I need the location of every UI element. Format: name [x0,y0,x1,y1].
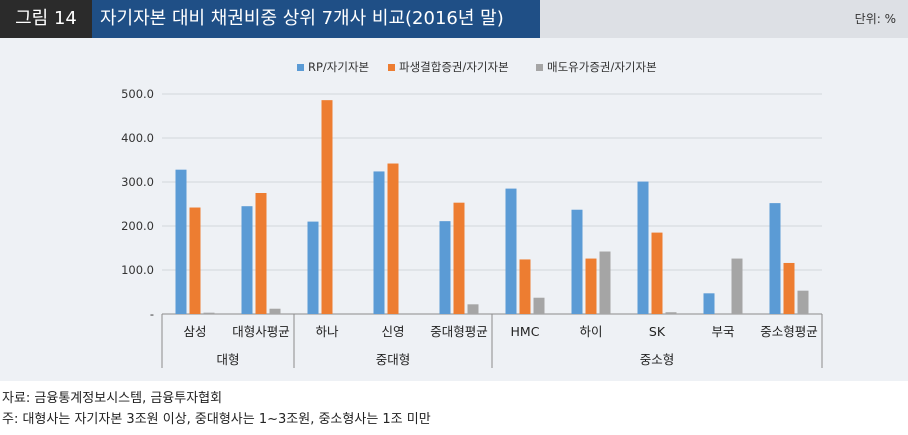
bar-trading [467,304,479,314]
x-category-label: SK [649,324,666,339]
legend-swatch [388,64,395,71]
x-category-label: 대형사평균 [232,324,290,339]
legend-label: 매도유가증권/자기자본 [547,60,657,74]
x-group-label: 대형 [216,352,239,367]
y-tick-label: 100.0 [121,263,154,277]
x-category-label: 중대형평균 [430,324,488,339]
bar-rp [637,181,649,314]
bar-trading [269,308,281,314]
bar-rp [505,188,517,314]
bar-rp [175,169,187,314]
legend-label: 파생결합증권/자기자본 [399,60,509,74]
bar-rp [703,293,715,314]
bar-deriv [585,258,597,314]
figure-header: 그림 14 자기자본 대비 채권비중 상위 7개사 비교(2016년 말) 단위… [0,0,908,38]
bar-deriv [387,163,399,314]
bar-deriv [519,259,531,314]
legend-swatch [297,64,304,71]
bar-trading [533,297,545,314]
x-category-label: HMC [511,324,540,339]
x-category-label: 신영 [381,324,404,339]
bar-deriv [651,232,663,314]
bar-deriv [453,202,465,314]
source-note: 자료: 금융통계정보시스템, 금융투자협회 [2,391,223,406]
bar-rp [241,206,253,314]
figure-title: 자기자본 대비 채권비중 상위 7개사 비교(2016년 말) [92,0,540,38]
x-group-label: 중대형 [376,352,411,367]
x-group-label: 중소형 [640,352,675,367]
bar-deriv [321,100,333,314]
y-tick-label: 400.0 [121,131,154,145]
bar-rp [571,209,583,314]
unit-label: 단위: % [854,12,896,26]
bar-deriv [783,262,795,314]
y-tick-label: 500.0 [121,87,154,101]
y-tick-label: 300.0 [121,175,154,189]
y-tick-label: - [150,307,154,321]
figure-label: 그림 14 [0,0,92,38]
y-tick-label: 200.0 [121,219,154,233]
bar-trading [203,312,215,314]
bar-rp [307,221,319,314]
bar-trading [665,312,677,314]
bar-trading [731,258,743,314]
bar-rp [439,221,451,314]
x-category-label: 부국 [711,324,734,339]
x-category-label: 중소형평균 [760,324,818,339]
bar-trading [599,251,611,314]
legend-swatch [536,64,543,71]
bar-rp [373,171,385,314]
footnote: 주: 대형사는 자기자본 3조원 이상, 중대형사는 1~3조원, 중소형사는 … [2,412,431,427]
x-category-label: 하나 [315,324,339,339]
x-category-label: 삼성 [183,324,206,339]
bar-trading [797,290,809,314]
bar-deriv [255,193,267,314]
legend-label: RP/자기자본 [308,60,369,74]
bar-deriv [189,207,201,314]
x-category-label: 하이 [579,324,602,339]
bar-rp [769,203,781,314]
